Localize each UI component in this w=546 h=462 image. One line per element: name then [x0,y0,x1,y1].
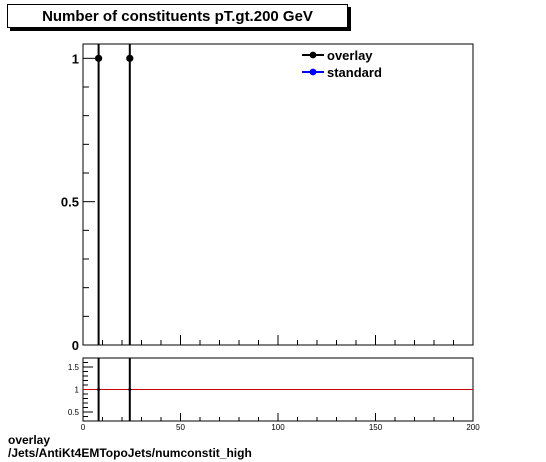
y-tick-label: 1 [72,51,79,66]
caption-label: overlay [8,433,51,447]
ratio-plot: 0.5 1 1.5 0 50 100 150 200 [68,357,480,432]
x-tick-label: 0 [81,423,86,432]
title-box: Number of constituents pT.gt.200 GeV [7,4,348,28]
caption-path: /Jets/AntiKt4EMTopoJets/numconstit_high [8,446,252,460]
legend-entry: standard [327,65,382,80]
legend: overlay standard [302,48,382,80]
y-tick-label: 0 [72,338,79,353]
overlay-point [126,54,134,62]
ratio-y-tick-label: 0.5 [68,408,80,417]
y-tick-label: 0.5 [61,195,79,210]
overlay-point [95,54,103,62]
x-tick-label: 200 [466,423,480,432]
ratio-point [97,388,101,391]
chart-title: Number of constituents pT.gt.200 GeV [42,8,313,25]
x-tick-label: 50 [176,423,185,432]
x-tick-label: 100 [271,423,285,432]
x-tick-label: 150 [369,423,383,432]
legend-marker [309,68,317,76]
ratio-y-tick-label: 1.5 [68,363,80,372]
ratio-point [128,388,132,391]
legend-marker [309,51,317,59]
ratio-y-tick-label: 1 [75,386,80,395]
main-frame [82,43,474,346]
legend-entry: overlay [327,48,373,63]
main-plot: 00.51 [61,43,474,353]
